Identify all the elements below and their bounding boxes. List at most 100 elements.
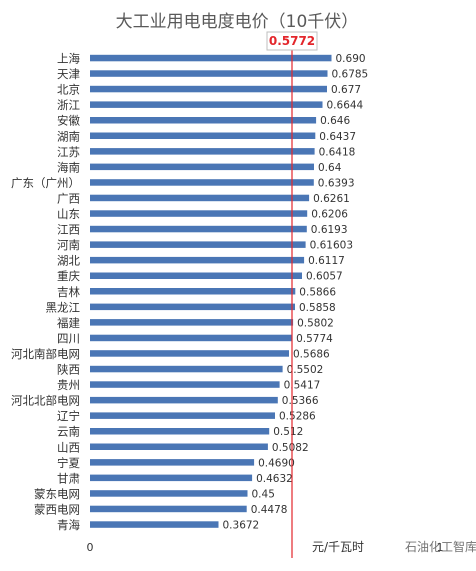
bar xyxy=(90,505,247,513)
bar xyxy=(90,365,283,373)
category-label: 上海 xyxy=(57,52,80,66)
category-label: 山西 xyxy=(57,440,80,454)
value-label: 0.5686 xyxy=(293,348,330,360)
bar xyxy=(90,319,294,326)
bar xyxy=(90,54,332,62)
value-label: 0.690 xyxy=(336,53,366,65)
bars-group xyxy=(90,54,332,528)
category-label: 辽宁 xyxy=(57,409,80,423)
value-label: 0.646 xyxy=(320,115,350,127)
category-label: 云南 xyxy=(57,425,80,439)
value-label: 0.6418 xyxy=(319,146,356,158)
value-label: 0.64 xyxy=(318,162,342,174)
category-label: 福建 xyxy=(57,316,80,330)
category-label: 江西 xyxy=(57,223,80,237)
category-label: 山东 xyxy=(57,207,80,221)
category-label: 甘肃 xyxy=(57,471,80,485)
value-label: 0.6393 xyxy=(318,177,355,189)
category-label: 湖南 xyxy=(57,129,80,143)
bar xyxy=(90,381,280,388)
value-label: 0.6193 xyxy=(311,224,348,236)
watermark: 石油化工智库 xyxy=(405,539,476,554)
category-label: 宁夏 xyxy=(57,456,80,470)
bar xyxy=(90,148,315,155)
value-label: 0.45 xyxy=(252,488,275,500)
category-label: 天津 xyxy=(57,67,80,81)
category-label: 蒙东电网 xyxy=(34,487,80,501)
value-label: 0.5502 xyxy=(287,364,324,376)
bar xyxy=(90,459,255,466)
category-label: 安徽 xyxy=(57,114,80,128)
bar xyxy=(90,225,307,233)
value-label: 0.6644 xyxy=(327,100,364,112)
bar xyxy=(90,117,317,124)
value-label: 0.5366 xyxy=(282,395,319,407)
value-label: 0.4632 xyxy=(256,473,293,485)
value-label: 0.5802 xyxy=(297,317,334,329)
value-label: 0.6437 xyxy=(319,131,356,143)
value-label: 0.6117 xyxy=(308,255,345,267)
value-label: 0.5082 xyxy=(272,442,309,454)
value-label: 0.5286 xyxy=(279,411,316,423)
bar xyxy=(90,70,328,77)
x-tick-label: 1 xyxy=(437,541,444,554)
bar xyxy=(90,241,306,248)
value-label: 0.6057 xyxy=(306,271,343,283)
bar xyxy=(90,288,296,295)
x-axis-label: 元/千瓦时 xyxy=(312,540,364,554)
value-label: 0.4690 xyxy=(258,457,295,469)
category-label: 海南 xyxy=(57,160,80,174)
value-label: 0.6785 xyxy=(332,69,369,81)
value-label: 0.4478 xyxy=(251,504,288,516)
bar xyxy=(90,101,323,108)
reference-label-box xyxy=(266,31,318,51)
bar xyxy=(90,194,310,202)
category-label: 黑龙江 xyxy=(46,300,81,314)
category-label: 北京 xyxy=(57,83,80,97)
reference-group: 0.5772 xyxy=(266,31,318,558)
x-tick-label: 0 xyxy=(87,541,94,554)
category-label: 四川 xyxy=(57,331,80,345)
category-label: 河南 xyxy=(57,238,80,252)
bar xyxy=(90,163,314,171)
category-label: 河北北部电网 xyxy=(11,394,80,408)
category-label: 青海 xyxy=(57,518,80,532)
category-label: 陕西 xyxy=(57,363,80,377)
category-label: 广西 xyxy=(57,192,80,206)
category-label: 湖北 xyxy=(57,254,80,268)
bar xyxy=(90,412,275,419)
bar xyxy=(90,428,270,435)
value-label: 0.5774 xyxy=(296,333,333,345)
bar xyxy=(90,334,293,342)
bar xyxy=(90,490,248,497)
value-label: 0.3672 xyxy=(223,520,260,532)
value-label: 0.5866 xyxy=(299,286,336,298)
value-labels-group: 0.690 0.6785 0.677 0.6644 0.646 0.6437 0.6418 0… xyxy=(223,53,369,532)
bar xyxy=(90,272,302,279)
value-label: 0.61603 xyxy=(310,240,353,252)
chart-title: 大工业用电电度电价（10千伏） xyxy=(116,12,359,32)
bar xyxy=(90,350,289,357)
bar xyxy=(90,474,253,482)
bar xyxy=(90,85,327,93)
value-label: 0.6261 xyxy=(313,193,350,205)
bar xyxy=(90,303,295,311)
bar xyxy=(90,210,308,217)
category-label: 河北南部电网 xyxy=(11,347,80,361)
category-label: 重庆 xyxy=(57,269,80,283)
reference-label: 0.5772 xyxy=(269,34,315,48)
value-label: 0.677 xyxy=(331,84,361,96)
bar xyxy=(90,396,278,404)
bar xyxy=(90,132,316,139)
bar xyxy=(90,179,314,186)
category-label: 吉林 xyxy=(57,285,80,299)
category-label: 浙江 xyxy=(57,98,80,112)
bar xyxy=(90,256,305,264)
value-label: 0.5858 xyxy=(299,302,336,314)
category-label: 贵州 xyxy=(57,378,80,392)
category-label: 蒙西电网 xyxy=(34,503,80,517)
category-label: 广东（广州） xyxy=(11,176,80,190)
